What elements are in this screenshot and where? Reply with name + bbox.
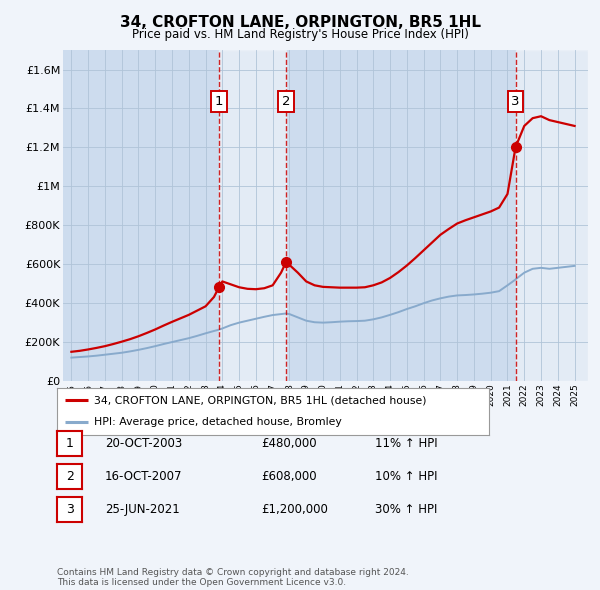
Text: 3: 3 xyxy=(65,503,74,516)
Text: 10% ↑ HPI: 10% ↑ HPI xyxy=(375,470,437,483)
Text: 1: 1 xyxy=(215,95,223,108)
Bar xyxy=(219,50,286,381)
Text: 34, CROFTON LANE, ORPINGTON, BR5 1HL (detached house): 34, CROFTON LANE, ORPINGTON, BR5 1HL (de… xyxy=(94,395,426,405)
Text: HPI: Average price, detached house, Bromley: HPI: Average price, detached house, Brom… xyxy=(94,417,341,427)
Text: 2: 2 xyxy=(281,95,290,108)
Text: £1,200,000: £1,200,000 xyxy=(261,503,328,516)
Text: 16-OCT-2007: 16-OCT-2007 xyxy=(105,470,182,483)
Text: Contains HM Land Registry data © Crown copyright and database right 2024.
This d: Contains HM Land Registry data © Crown c… xyxy=(57,568,409,587)
Text: £608,000: £608,000 xyxy=(261,470,317,483)
Text: 2: 2 xyxy=(65,470,74,483)
Text: Price paid vs. HM Land Registry's House Price Index (HPI): Price paid vs. HM Land Registry's House … xyxy=(131,28,469,41)
Text: 3: 3 xyxy=(511,95,520,108)
Text: £480,000: £480,000 xyxy=(261,437,317,450)
Text: 25-JUN-2021: 25-JUN-2021 xyxy=(105,503,180,516)
Text: 34, CROFTON LANE, ORPINGTON, BR5 1HL: 34, CROFTON LANE, ORPINGTON, BR5 1HL xyxy=(119,15,481,30)
Text: 11% ↑ HPI: 11% ↑ HPI xyxy=(375,437,437,450)
Bar xyxy=(515,50,588,381)
Text: 1: 1 xyxy=(65,437,74,450)
Text: 30% ↑ HPI: 30% ↑ HPI xyxy=(375,503,437,516)
Text: 20-OCT-2003: 20-OCT-2003 xyxy=(105,437,182,450)
